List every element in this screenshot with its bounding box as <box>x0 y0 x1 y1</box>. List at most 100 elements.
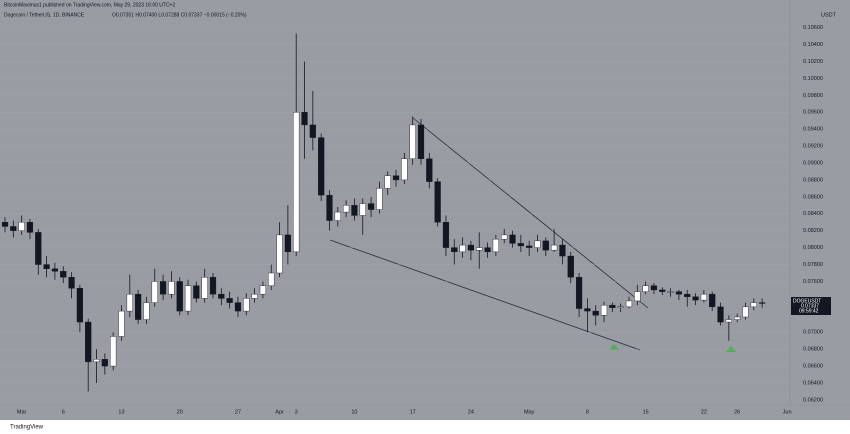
y-tick-label: 0.10000 <box>803 76 823 82</box>
candle-body <box>101 359 108 367</box>
y-tick-label: 0.07000 <box>803 330 823 336</box>
candle-body <box>559 244 566 257</box>
candle-body <box>459 244 466 253</box>
y-tick-label: 0.09600 <box>803 110 823 116</box>
candle-body <box>700 293 707 301</box>
candle-body <box>709 293 716 308</box>
y-tick-label: 0.08600 <box>803 194 823 200</box>
plot-background <box>0 0 850 420</box>
countdown: 09:59:42 <box>799 308 819 314</box>
candle-body <box>259 285 267 295</box>
candle-body <box>384 175 391 189</box>
candle-body <box>51 268 59 272</box>
x-tick-label: 20 <box>177 409 183 415</box>
x-tick-label: 24 <box>468 409 474 415</box>
y-tick-label: 0.08200 <box>803 228 823 234</box>
candle-body <box>509 234 516 244</box>
candles <box>1 33 766 392</box>
candle-body <box>184 285 192 312</box>
candle-body <box>309 124 316 138</box>
x-tick-label: 6 <box>62 409 65 415</box>
y-tick-label: 0.06600 <box>803 364 823 370</box>
y-tick-label: 0.06800 <box>803 347 823 353</box>
candle-body <box>426 158 433 182</box>
candle-body <box>201 277 208 299</box>
candle-body <box>592 310 599 316</box>
candle-body <box>268 272 275 286</box>
candle-body <box>218 293 225 299</box>
candle-body <box>492 238 499 253</box>
last-price: DOGEUSDT 0.07337 09:59:42 <box>791 297 831 315</box>
candle-body <box>60 271 67 278</box>
candle-body <box>392 175 400 181</box>
x-tick-label: 3 <box>295 409 298 415</box>
y-tick-label: 0.06400 <box>803 380 823 386</box>
candle-body <box>476 247 483 251</box>
candle-body <box>76 288 83 323</box>
candle-body <box>35 232 42 265</box>
candle-body <box>517 243 524 247</box>
x-tick-label: 17 <box>410 409 416 415</box>
candle-body <box>417 124 425 159</box>
candle-body <box>467 244 475 251</box>
candle-body <box>18 222 25 231</box>
x-tick-label: May <box>524 409 535 415</box>
candle-body <box>110 336 117 367</box>
candle-body <box>326 194 333 221</box>
candle-body <box>126 293 133 312</box>
candle-body <box>243 298 250 312</box>
y-tick-label: 0.06200 <box>803 397 823 403</box>
candle-body <box>10 226 17 231</box>
candle-body <box>209 277 217 295</box>
candle-body <box>284 234 291 253</box>
y-tick-label: 0.08000 <box>803 245 823 251</box>
candle-body <box>609 304 616 308</box>
candle-body <box>251 293 258 299</box>
candle-body <box>334 211 341 221</box>
candle-body <box>567 255 574 278</box>
candle-body <box>484 247 491 253</box>
candle-body <box>85 321 92 363</box>
candle-body <box>318 137 325 196</box>
footer <box>0 420 850 434</box>
x-tick-label: 8 <box>586 409 589 415</box>
candle-body <box>734 316 741 320</box>
candle-body <box>501 234 508 240</box>
x-tick-label: Mar <box>17 409 27 415</box>
candle-body <box>667 291 674 293</box>
candle-body <box>343 205 350 213</box>
candle-body <box>717 306 724 323</box>
x-tick-label: Jun <box>783 409 792 415</box>
candle-body <box>584 308 591 312</box>
publisher: BitcoinMaximus1 published on TradingView… <box>4 2 175 8</box>
candle-body <box>659 289 666 292</box>
candle-body <box>675 291 683 295</box>
y-tick-label: 0.09400 <box>803 127 823 133</box>
candle-body <box>43 264 50 269</box>
y-tick-label: 0.08400 <box>803 211 823 217</box>
trendline <box>412 117 649 309</box>
candle-body <box>434 181 441 223</box>
candle-body <box>367 203 375 210</box>
last-symbol: DOGEUSDT <box>793 298 821 304</box>
x-tick-label: 26 <box>734 409 740 415</box>
candle-body <box>301 112 308 126</box>
candle-body <box>168 281 175 295</box>
y-tick-label: 0.09800 <box>803 93 823 99</box>
candle-body <box>750 302 757 308</box>
candle-body <box>534 240 541 248</box>
candle-body <box>135 293 142 320</box>
candle-body <box>376 188 383 210</box>
candle-body <box>625 300 633 308</box>
candle-body <box>617 306 624 308</box>
y-tick-label: 0.10200 <box>803 59 823 65</box>
y-tick-label: 0.10400 <box>803 42 823 48</box>
candle-body <box>600 304 608 316</box>
ohlc: O0.07351 H0.07400 L0.07288 C0.07337 −0.0… <box>112 12 247 18</box>
candle-body <box>409 124 416 159</box>
candle-body <box>159 281 167 295</box>
y-tick-label: 0.07800 <box>803 262 823 268</box>
x-tick-label: 27 <box>235 409 241 415</box>
candle-body <box>542 240 549 251</box>
